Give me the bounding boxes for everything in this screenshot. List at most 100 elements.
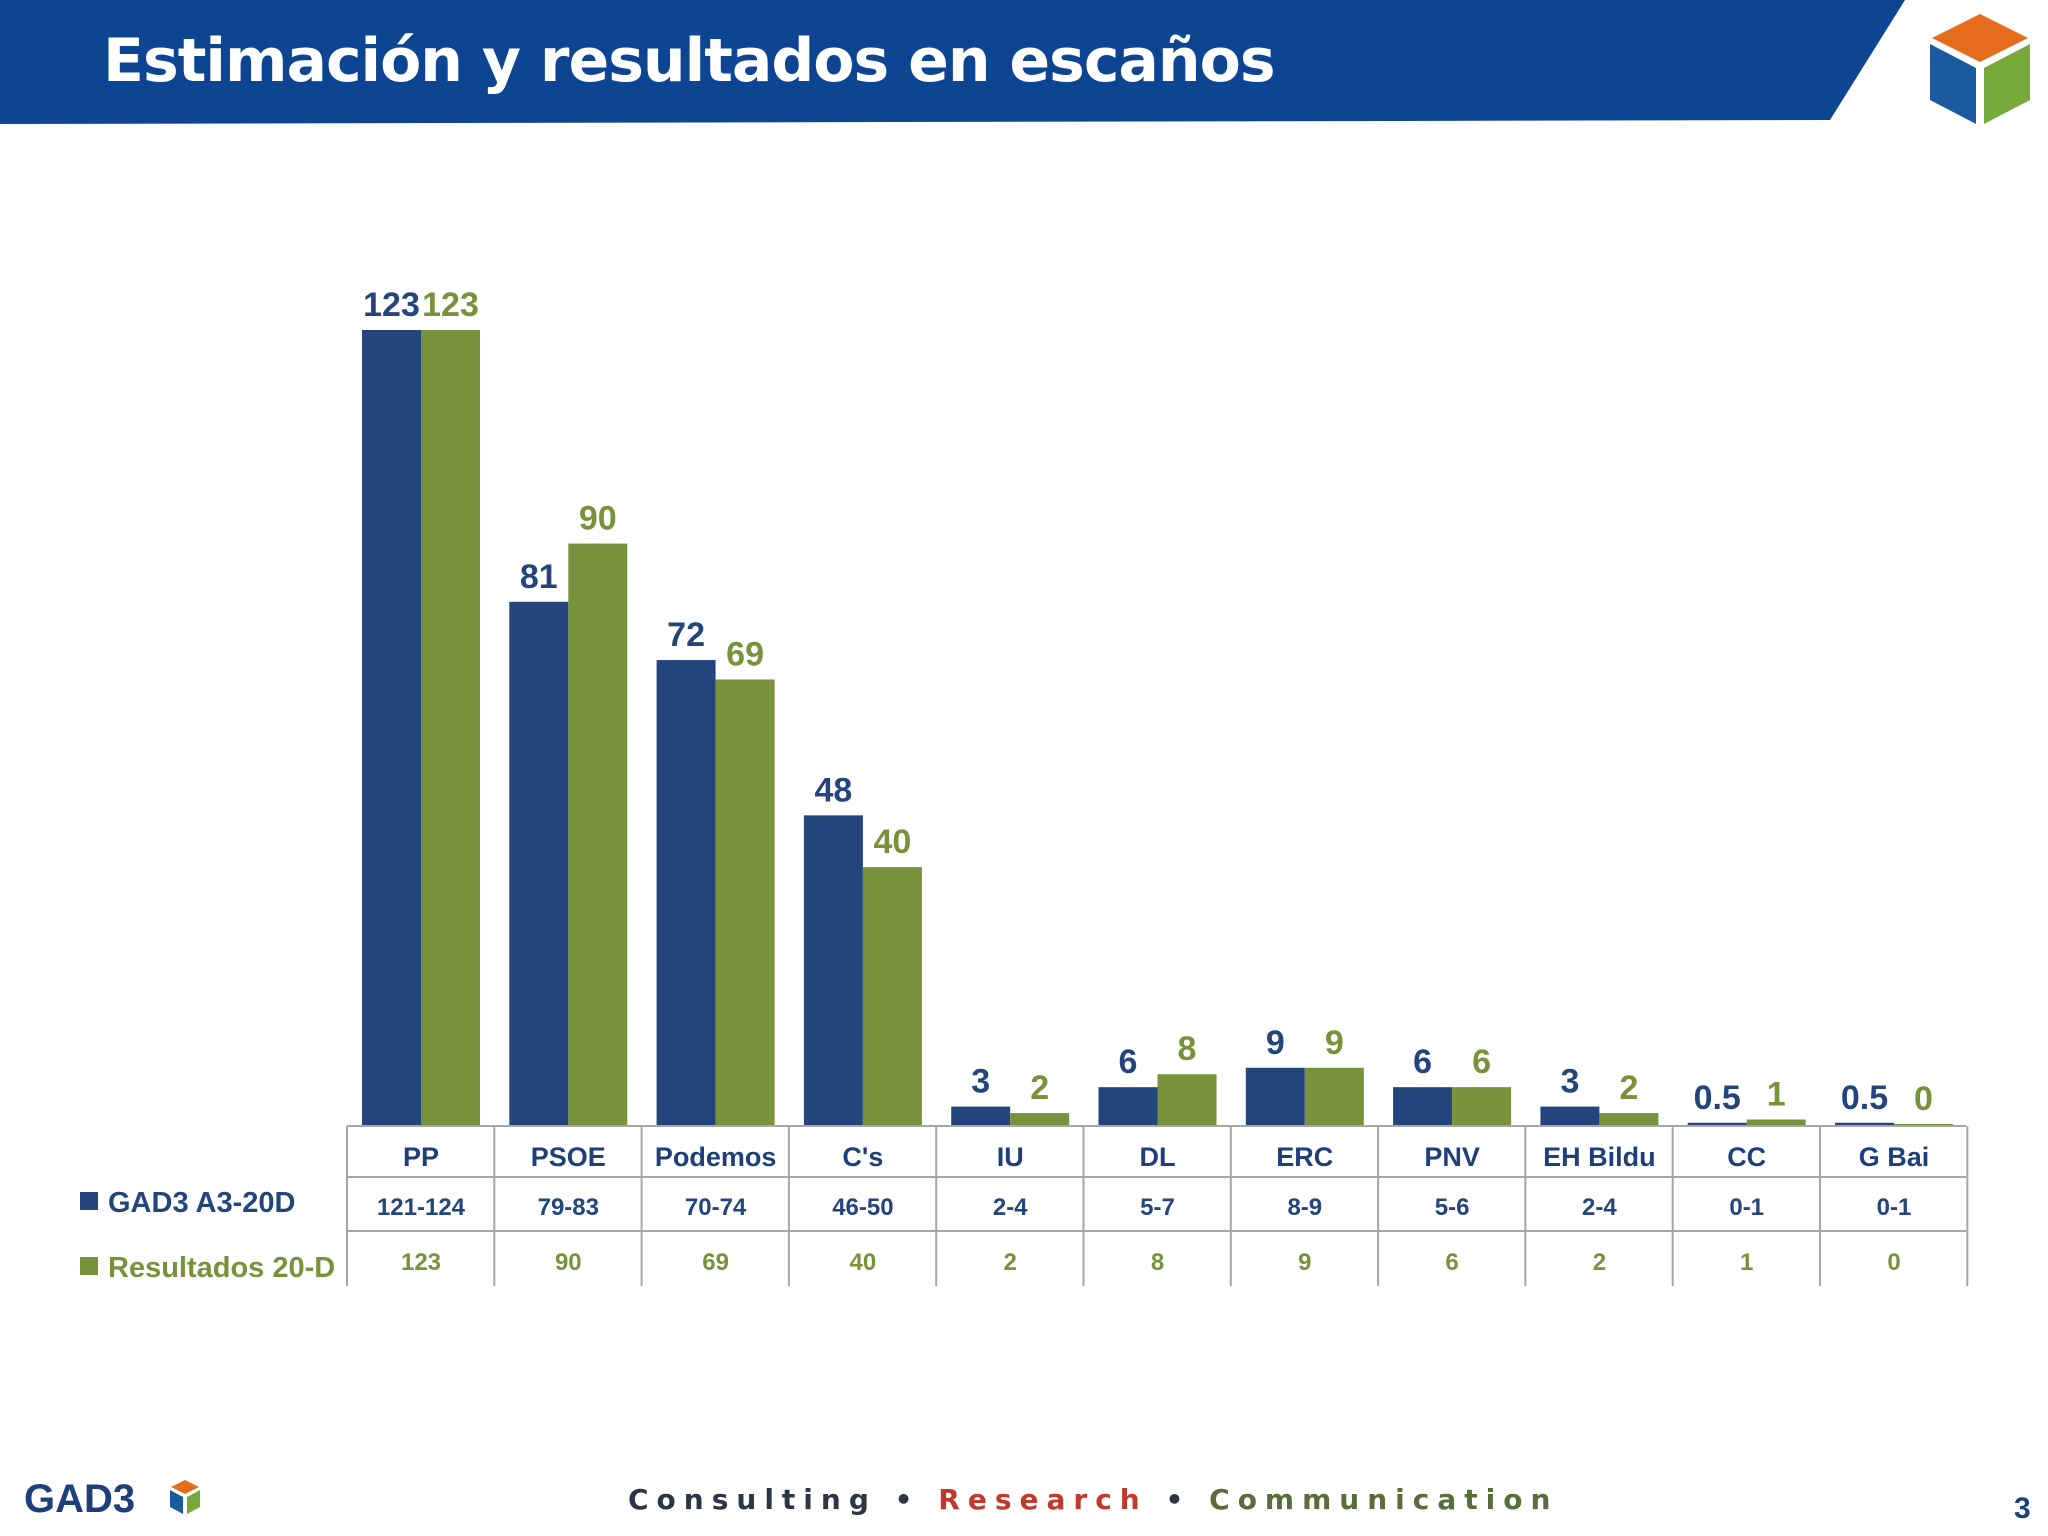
table-header-cc: CC: [1727, 1142, 1766, 1172]
legend-gad3: GAD3 A3-20D: [80, 1187, 295, 1220]
data-label-eh-bildu-gad3: 3: [1560, 1063, 1579, 1101]
data-label-iu-gad3: 3: [971, 1063, 990, 1101]
data-label-pnv-results: 6: [1472, 1043, 1491, 1081]
bar-cc-gad3: [1687, 1122, 1747, 1126]
bar-pp-results: [421, 330, 480, 1126]
tagline-separator: •: [1165, 1483, 1192, 1516]
header-bar: [0, 0, 1905, 124]
table-header-erc: ERC: [1276, 1142, 1333, 1172]
data-label-cc-gad3: 0.5: [1694, 1079, 1741, 1117]
table-cell-results-eh-bildu: 2: [1593, 1249, 1606, 1276]
data-label-cc-results: 1: [1767, 1076, 1786, 1114]
bar-dl-gad3: [1098, 1087, 1158, 1126]
table-cell-gad3-cc: 0-1: [1729, 1194, 1764, 1221]
legend-results: Resultados 20-D: [80, 1252, 335, 1285]
tagline-communication: Communication: [1209, 1483, 1559, 1516]
table-header-pp: PP: [403, 1142, 439, 1172]
bar-pnv-gad3: [1393, 1087, 1453, 1126]
svg-text:GAD3: GAD3: [24, 1477, 135, 1521]
data-label-eh-bildu-results: 2: [1619, 1069, 1638, 1107]
bar-pp-gad3: [362, 330, 421, 1126]
tagline-separator: •: [894, 1483, 921, 1516]
table-cell-results-pnv: 6: [1445, 1249, 1458, 1276]
gad3-footer-logo: GAD3: [24, 1477, 200, 1521]
table-cell-gad3-pp: 121-124: [377, 1194, 466, 1221]
table-header-pnv: PNV: [1424, 1142, 1480, 1172]
bar-iu-results: [1010, 1113, 1070, 1126]
table-cell-results-podemos: 69: [702, 1249, 729, 1276]
bar-iu-gad3: [951, 1106, 1011, 1126]
bar-eh-bildu-results: [1599, 1113, 1659, 1126]
bar-cc-results: [1746, 1119, 1806, 1126]
data-label-podemos-results: 69: [726, 635, 764, 673]
bar-pnv-results: [1452, 1087, 1512, 1126]
table-cell-gad3-psoe: 79-83: [538, 1194, 599, 1221]
legend-swatch-results: [80, 1257, 98, 1276]
table-header-iu: IU: [997, 1142, 1024, 1172]
data-label-iu-results: 2: [1030, 1069, 1049, 1107]
table-cell-gad3-pnv: 5-6: [1435, 1194, 1470, 1221]
bar-eh-bildu-gad3: [1540, 1106, 1600, 1126]
legend-label-results: Resultados 20-D: [108, 1252, 336, 1284]
table-cell-results-dl: 8: [1151, 1249, 1164, 1276]
table-cell-results-g-bai: 0: [1887, 1249, 1900, 1276]
chart-bars: [362, 330, 1953, 1126]
bar-podemos-results: [715, 679, 775, 1126]
data-label-g-bai-results: 0: [1914, 1080, 1933, 1118]
table-cell-gad3-g-bai: 0-1: [1877, 1194, 1912, 1221]
table-cell-gad3-c-s: 46-50: [832, 1194, 893, 1221]
table-cell-results-pp: 123: [401, 1249, 441, 1276]
table-header-c-s: C's: [842, 1142, 883, 1172]
bar-c-s-gad3: [803, 815, 863, 1126]
data-label-dl-results: 8: [1178, 1030, 1197, 1068]
tagline-research: Research: [938, 1483, 1148, 1516]
data-label-c-s-gad3: 48: [814, 771, 852, 809]
data-table-grid: [346, 1125, 1969, 1286]
table-cell-results-psoe: 90: [555, 1249, 582, 1276]
data-label-erc-results: 9: [1325, 1024, 1344, 1062]
table-header-psoe: PSOE: [531, 1142, 606, 1172]
page-title: Estimación y resultados en escaños: [103, 26, 1276, 96]
footer-tagline: Consulting • Research • Communication: [628, 1483, 1558, 1516]
header-bar-shape: [0, 0, 1905, 124]
data-label-erc-gad3: 9: [1266, 1024, 1285, 1062]
tagline-consulting: Consulting: [628, 1483, 877, 1516]
table-header-g-bai: G Bai: [1859, 1142, 1930, 1172]
data-label-pp-gad3: 123: [363, 286, 420, 324]
table-cell-results-c-s: 40: [850, 1249, 877, 1276]
bar-erc-gad3: [1245, 1067, 1305, 1126]
table-cell-gad3-podemos: 70-74: [685, 1194, 747, 1221]
data-label-pnv-gad3: 6: [1413, 1043, 1432, 1081]
page-number: 3: [2014, 1492, 2031, 1525]
table-cell-gad3-eh-bildu: 2-4: [1582, 1194, 1617, 1221]
table-cell-gad3-dl: 5-7: [1140, 1194, 1175, 1221]
bar-g-bai-gad3: [1835, 1122, 1894, 1126]
data-label-psoe-gad3: 81: [520, 558, 558, 596]
bar-dl-results: [1157, 1074, 1217, 1126]
bar-psoe-gad3: [509, 601, 569, 1126]
data-label-g-bai-gad3: 0.5: [1841, 1079, 1888, 1117]
data-label-psoe-results: 90: [579, 500, 617, 538]
table-header-dl: DL: [1140, 1142, 1176, 1172]
legend-swatch-gad3: [80, 1192, 98, 1211]
table-header-podemos: Podemos: [655, 1142, 777, 1172]
bar-psoe-results: [568, 543, 628, 1126]
legend-label-gad3: GAD3 A3-20D: [108, 1187, 296, 1219]
data-table-cells: PP121-124123PSOE79-8390Podemos70-7469C's…: [377, 1142, 1929, 1276]
cube-logo-icon: [1930, 14, 2030, 124]
data-label-podemos-gad3: 72: [667, 616, 705, 654]
data-label-c-s-results: 40: [873, 823, 911, 861]
bar-erc-results: [1304, 1067, 1364, 1126]
table-cell-results-cc: 1: [1740, 1249, 1753, 1276]
table-cell-gad3-iu: 2-4: [993, 1194, 1028, 1221]
table-cell-results-erc: 9: [1298, 1249, 1311, 1276]
bar-podemos-gad3: [656, 660, 716, 1126]
table-cell-gad3-erc: 8-9: [1287, 1194, 1322, 1221]
data-label-dl-gad3: 6: [1119, 1043, 1138, 1081]
bar-c-s-results: [862, 867, 922, 1126]
table-cell-results-iu: 2: [1004, 1249, 1017, 1276]
table-header-eh-bildu: EH Bildu: [1543, 1142, 1656, 1172]
data-label-pp-results: 123: [422, 286, 479, 324]
